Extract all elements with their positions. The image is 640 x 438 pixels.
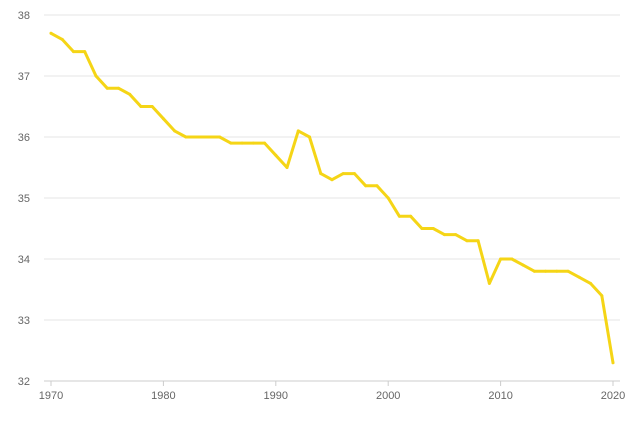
data-point	[397, 214, 401, 218]
x-tick-label: 1970	[39, 390, 63, 402]
data-point	[139, 105, 143, 108]
data-point	[161, 117, 165, 121]
data-point	[116, 86, 120, 90]
data-point	[218, 135, 222, 139]
y-tick-label: 36	[18, 132, 30, 144]
data-point	[487, 281, 491, 285]
data-point	[555, 269, 559, 273]
data-point	[589, 281, 593, 285]
data-point	[105, 86, 109, 90]
data-point	[499, 257, 503, 261]
data-point	[611, 361, 615, 365]
data-point	[251, 141, 255, 145]
data-point	[229, 141, 233, 145]
data-point	[442, 233, 446, 237]
data-point	[566, 269, 570, 273]
data-point	[60, 37, 64, 41]
data-point	[49, 31, 53, 35]
y-tick-label: 38	[18, 10, 30, 22]
data-point	[476, 239, 480, 243]
data-point	[465, 239, 469, 243]
data-point	[274, 153, 278, 157]
data-point	[296, 129, 300, 133]
data-point	[195, 135, 199, 139]
x-tick-label: 2000	[376, 390, 400, 402]
data-point	[240, 141, 244, 145]
x-tick-label: 1990	[264, 390, 288, 402]
data-point	[206, 135, 210, 139]
x-tick-label: 1980	[151, 390, 175, 402]
data-point	[420, 227, 424, 230]
data-point	[330, 178, 334, 182]
data-point	[94, 74, 98, 78]
data-point	[532, 269, 536, 273]
data-point	[352, 172, 356, 176]
data-point	[319, 172, 323, 176]
data-point	[128, 92, 132, 96]
data-point	[454, 233, 458, 237]
data-point	[83, 50, 87, 54]
data-point	[364, 184, 368, 188]
gridlines	[44, 14, 620, 382]
y-tick-label: 32	[18, 376, 30, 388]
y-tick-label: 37	[18, 71, 30, 83]
data-point	[544, 269, 548, 273]
data-point	[263, 141, 267, 145]
data-point	[71, 50, 75, 54]
data-point	[577, 275, 581, 279]
data-point	[431, 227, 435, 230]
data-point	[375, 184, 379, 188]
data-point	[521, 263, 525, 267]
y-tick-label: 33	[18, 315, 30, 327]
x-tick-label: 2020	[601, 390, 625, 402]
data-point	[510, 257, 514, 261]
y-tick-label: 35	[18, 193, 30, 205]
data-point	[386, 196, 390, 200]
data-point	[285, 166, 289, 169]
data-point	[341, 172, 345, 176]
series-group	[49, 31, 615, 365]
x-tick-label: 2010	[488, 390, 512, 402]
data-point	[184, 135, 188, 139]
data-point	[150, 105, 154, 108]
data-point	[308, 135, 312, 139]
data-point	[409, 214, 413, 218]
data-point	[600, 294, 604, 298]
x-axis-ticks: 1970 1980 1990 2000 2010 2020	[39, 381, 625, 402]
y-axis-ticks: 38 37 36 35 34 33 32	[18, 10, 30, 388]
data-point	[173, 129, 177, 133]
y-tick-label: 34	[18, 254, 30, 266]
